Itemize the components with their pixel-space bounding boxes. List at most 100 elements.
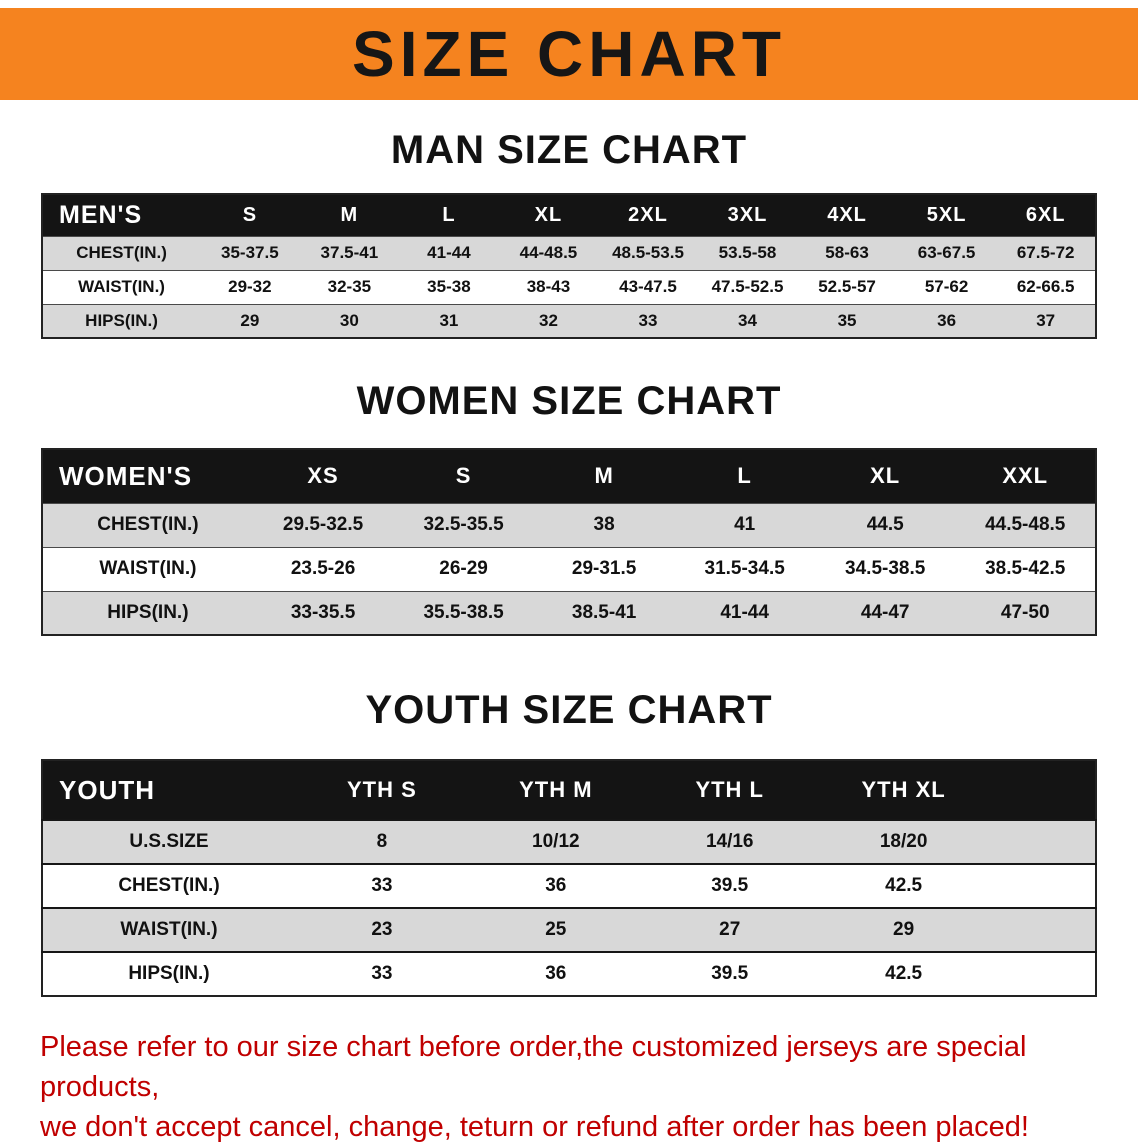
value-cell: 63-67.5 (896, 235, 997, 270)
size-header-cell: 2XL (598, 194, 698, 236)
value-cell: 47.5-52.5 (697, 269, 798, 304)
table-row: WAIST(IN.) 29-32 32-35 35-38 38-43 43-47.5 47.… (42, 269, 1096, 304)
size-header-cell: XL (814, 449, 956, 503)
value-cell: 58-63 (797, 235, 897, 270)
size-section-women: WOMEN SIZE CHART WOMEN'S XS S M L XL XXL CHEST(I… (0, 379, 1138, 636)
value-cell: 35-38 (399, 269, 499, 304)
sections-container: MAN SIZE CHART MEN'S S M L XL 2XL 3XL 4XL 5XL 6XL C… (0, 128, 1138, 997)
section-title-youth: YOUTH SIZE CHART (365, 688, 773, 732)
section-title-women: WOMEN SIZE CHART (356, 379, 782, 423)
value-cell: 62-66.5 (996, 269, 1096, 304)
value-cell: 39.5 (642, 951, 817, 996)
table-row: CHEST(IN.) 29.5-32.5 32.5-35.5 38 41 44.5 44.5… (42, 502, 1096, 547)
size-table-men: MEN'S S M L XL 2XL 3XL 4XL 5XL 6XL CHEST(IN.) 35-37… (41, 193, 1097, 339)
table-header-row: WOMEN'S XS S M L XL XXL (42, 449, 1096, 503)
row-label-cell: CHEST(IN.) (42, 502, 253, 547)
value-cell: 44.5 (814, 502, 956, 547)
size-header-cell: M (533, 449, 675, 503)
spacer-cell (990, 907, 1096, 952)
value-cell: 29 (200, 303, 300, 338)
value-cell: 34.5-38.5 (814, 546, 956, 591)
size-header-cell: YTH L (642, 760, 817, 820)
table-row: WAIST(IN.) 23 25 27 29 (42, 907, 1096, 952)
value-cell: 42.5 (816, 863, 991, 908)
value-cell: 31 (399, 303, 499, 338)
size-header-cell: 3XL (697, 194, 798, 236)
table-row: CHEST(IN.) 33 36 39.5 42.5 (42, 863, 1096, 908)
value-cell: 67.5-72 (996, 235, 1096, 270)
value-cell: 35.5-38.5 (393, 590, 534, 635)
value-cell: 33 (598, 303, 698, 338)
value-cell: 35-37.5 (200, 235, 300, 270)
page-title: SIZE CHART (352, 18, 786, 90)
value-cell: 36 (468, 951, 643, 996)
value-cell: 33 (294, 863, 469, 908)
value-cell: 53.5-58 (697, 235, 798, 270)
size-header-cell: 6XL (996, 194, 1096, 236)
value-cell: 36 (896, 303, 997, 338)
value-cell: 32-35 (299, 269, 400, 304)
footer-note: Please refer to our size chart before or… (0, 1027, 1138, 1147)
size-header-cell: YTH S (294, 760, 469, 820)
table-header-row: YOUTH YTH S YTH M YTH L YTH XL (42, 760, 1096, 820)
value-cell: 23 (294, 907, 469, 952)
spacer-cell (990, 760, 1096, 820)
value-cell: 38-43 (498, 269, 599, 304)
value-cell: 31.5-34.5 (674, 546, 815, 591)
value-cell: 41 (674, 502, 815, 547)
size-header-cell: S (393, 449, 534, 503)
value-cell: 34 (697, 303, 798, 338)
value-cell: 39.5 (642, 863, 817, 908)
size-section-men: MAN SIZE CHART MEN'S S M L XL 2XL 3XL 4XL 5XL 6XL C… (0, 128, 1138, 339)
value-cell: 38.5-42.5 (955, 546, 1096, 591)
value-cell: 48.5-53.5 (598, 235, 698, 270)
section-title-men: MAN SIZE CHART (390, 128, 748, 172)
row-label-cell: WAIST(IN.) (42, 546, 253, 591)
size-header-cell: YTH M (468, 760, 643, 820)
value-cell: 44-48.5 (498, 235, 599, 270)
value-cell: 29.5-32.5 (252, 502, 394, 547)
value-cell: 26-29 (393, 546, 534, 591)
row-label-cell: U.S.SIZE (42, 819, 295, 864)
footer-line-1: Please refer to our size chart before or… (40, 1031, 1027, 1104)
size-header-cell: XXL (955, 449, 1096, 503)
value-cell: 36 (468, 863, 643, 908)
value-cell: 27 (642, 907, 817, 952)
value-cell: 23.5-26 (252, 546, 394, 591)
size-header-cell: 5XL (896, 194, 997, 236)
table-row: CHEST(IN.) 35-37.5 37.5-41 41-44 44-48.5 48.5… (42, 235, 1096, 270)
value-cell: 44.5-48.5 (955, 502, 1096, 547)
table-row: HIPS(IN.) 33-35.5 35.5-38.5 38.5-41 41-44 44-… (42, 590, 1096, 635)
size-table-women: WOMEN'S XS S M L XL XXL CHEST(IN.) 29.5-32.5 32.5… (41, 448, 1097, 636)
value-cell: 33 (294, 951, 469, 996)
spacer-cell (990, 951, 1096, 996)
value-cell: 8 (294, 819, 469, 864)
size-header-cell: S (200, 194, 300, 236)
banner: SIZE CHART (0, 8, 1138, 100)
table-name-cell: WOMEN'S (42, 449, 253, 503)
value-cell: 42.5 (816, 951, 991, 996)
size-header-cell: M (299, 194, 400, 236)
size-header-cell: XS (252, 449, 394, 503)
value-cell: 41-44 (674, 590, 815, 635)
value-cell: 38.5-41 (533, 590, 675, 635)
row-label-cell: HIPS(IN.) (42, 590, 253, 635)
value-cell: 18/20 (816, 819, 991, 864)
value-cell: 25 (468, 907, 643, 952)
spacer-cell (990, 819, 1096, 864)
value-cell: 29-31.5 (533, 546, 675, 591)
size-header-cell: L (674, 449, 815, 503)
value-cell: 44-47 (814, 590, 956, 635)
value-cell: 10/12 (468, 819, 643, 864)
row-label-cell: HIPS(IN.) (42, 951, 295, 996)
table-row: U.S.SIZE 8 10/12 14/16 18/20 (42, 819, 1096, 864)
value-cell: 41-44 (399, 235, 499, 270)
value-cell: 37.5-41 (299, 235, 400, 270)
value-cell: 33-35.5 (252, 590, 394, 635)
value-cell: 30 (299, 303, 400, 338)
row-label-cell: CHEST(IN.) (42, 863, 295, 908)
value-cell: 57-62 (896, 269, 997, 304)
footer-line-2: we don't accept cancel, change, teturn o… (40, 1111, 1029, 1144)
value-cell: 35 (797, 303, 897, 338)
